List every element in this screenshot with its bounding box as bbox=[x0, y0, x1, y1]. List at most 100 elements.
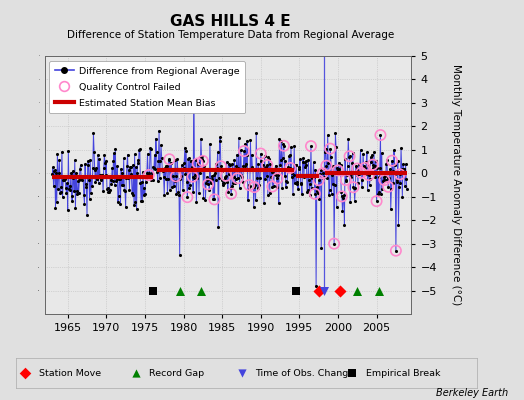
Point bbox=[108, 165, 116, 171]
Point bbox=[194, 161, 203, 167]
Point bbox=[75, 177, 83, 183]
Point bbox=[302, 162, 311, 168]
Point bbox=[182, 179, 191, 185]
Point bbox=[158, 155, 166, 161]
Point bbox=[369, 165, 378, 171]
Point bbox=[102, 172, 110, 178]
Point bbox=[291, 162, 300, 168]
Point bbox=[392, 248, 400, 254]
Point bbox=[260, 200, 268, 206]
Point bbox=[69, 175, 78, 181]
Point bbox=[317, 245, 325, 252]
Point bbox=[117, 166, 125, 172]
Point bbox=[314, 177, 323, 184]
Point bbox=[119, 182, 127, 189]
Point bbox=[388, 158, 396, 164]
Point bbox=[258, 166, 266, 172]
Point bbox=[368, 162, 377, 168]
Point bbox=[57, 184, 66, 190]
Point bbox=[383, 156, 391, 163]
Point bbox=[296, 156, 304, 163]
Point bbox=[298, 158, 307, 165]
Point bbox=[167, 160, 176, 166]
Point bbox=[251, 182, 259, 188]
Point bbox=[291, 180, 299, 186]
Point bbox=[130, 202, 138, 208]
Point bbox=[173, 156, 181, 162]
Point bbox=[344, 136, 353, 142]
Point bbox=[238, 178, 247, 185]
Point bbox=[73, 191, 82, 198]
Point bbox=[117, 182, 126, 189]
Point bbox=[336, 162, 345, 168]
Point bbox=[326, 154, 335, 160]
Point bbox=[316, 170, 324, 177]
Point bbox=[196, 287, 205, 294]
Point bbox=[219, 180, 227, 186]
Point bbox=[89, 130, 97, 136]
Point bbox=[230, 156, 238, 163]
Point bbox=[186, 182, 194, 188]
Point bbox=[376, 165, 384, 171]
Point bbox=[103, 185, 112, 191]
Point bbox=[97, 172, 106, 178]
Point bbox=[333, 204, 341, 210]
Point bbox=[323, 132, 332, 138]
Point bbox=[200, 162, 209, 169]
Point bbox=[195, 154, 204, 160]
Point bbox=[308, 185, 316, 191]
Point bbox=[232, 176, 240, 182]
Point bbox=[170, 183, 178, 190]
Point bbox=[255, 166, 263, 173]
Point bbox=[254, 161, 263, 167]
Point bbox=[300, 174, 308, 180]
Point bbox=[294, 186, 302, 193]
Point bbox=[233, 175, 242, 182]
Point bbox=[293, 179, 302, 185]
Point bbox=[53, 150, 62, 157]
Point bbox=[315, 196, 323, 202]
Point bbox=[337, 193, 346, 200]
Point bbox=[156, 174, 164, 181]
Point bbox=[151, 135, 160, 142]
Point bbox=[147, 146, 155, 153]
Point bbox=[334, 167, 342, 174]
Point bbox=[367, 154, 375, 160]
Point bbox=[325, 187, 334, 193]
Point bbox=[223, 179, 232, 185]
Text: Time of Obs. Change: Time of Obs. Change bbox=[256, 368, 355, 378]
Point bbox=[373, 165, 381, 172]
Point bbox=[124, 175, 133, 181]
Point bbox=[363, 186, 372, 193]
Point bbox=[260, 153, 269, 159]
Point bbox=[385, 170, 394, 176]
Point bbox=[133, 170, 141, 176]
Point bbox=[320, 287, 328, 294]
Point bbox=[307, 143, 315, 149]
Point bbox=[77, 176, 85, 183]
Point bbox=[172, 173, 180, 180]
Point bbox=[189, 188, 198, 195]
Point bbox=[143, 170, 151, 176]
Point bbox=[69, 168, 77, 174]
Point bbox=[210, 196, 219, 203]
Point bbox=[65, 186, 73, 192]
Point bbox=[133, 206, 141, 212]
Point bbox=[263, 162, 271, 168]
Point bbox=[378, 186, 387, 192]
Point bbox=[299, 155, 308, 161]
Point bbox=[250, 184, 258, 190]
Point bbox=[94, 152, 102, 158]
Point bbox=[336, 169, 344, 175]
Point bbox=[398, 166, 406, 172]
Point bbox=[380, 177, 388, 183]
Point bbox=[271, 166, 279, 172]
Point bbox=[388, 158, 396, 164]
Point bbox=[204, 176, 213, 182]
Point bbox=[348, 150, 357, 156]
Point bbox=[126, 164, 134, 170]
Point bbox=[136, 180, 145, 186]
Point bbox=[402, 186, 411, 192]
Point bbox=[148, 287, 157, 294]
Point bbox=[237, 171, 246, 178]
